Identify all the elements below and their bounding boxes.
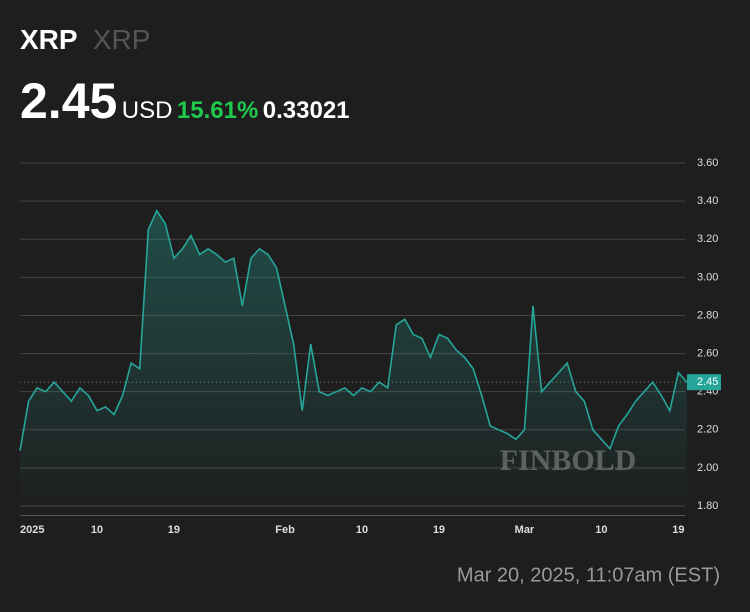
watermark: FINBOLD <box>500 444 637 477</box>
timestamp: Mar 20, 2025, 11:07am (EST) <box>457 564 720 586</box>
y-tick-label: 2.80 <box>697 309 718 321</box>
y-tick-label: 3.60 <box>697 157 718 169</box>
price-row: 2.45 USD 15.61% 0.33021 <box>20 72 350 130</box>
last-price-label: 2.45 <box>697 376 718 388</box>
y-tick-label: 2.00 <box>697 462 718 474</box>
x-tick-label: 10 <box>91 524 103 536</box>
last-price-box <box>687 374 721 391</box>
change: 0.33021 <box>262 97 350 124</box>
y-tick-label: 2.20 <box>697 424 718 436</box>
x-tick-label: 2025 <box>20 524 44 536</box>
name: XRP <box>92 24 151 55</box>
x-tick-label: 10 <box>356 524 368 536</box>
price: 2.45 <box>20 73 118 129</box>
x-tick-label: Feb <box>275 524 295 536</box>
symbol: XRP <box>20 24 78 55</box>
x-tick-label: Mar <box>515 524 535 536</box>
y-tick-label: 3.20 <box>697 233 718 245</box>
area <box>20 210 687 516</box>
x-tick-label: 19 <box>168 524 180 536</box>
x-tick-label: 19 <box>672 524 684 536</box>
y-tick-label: 3.00 <box>697 271 718 283</box>
currency: USD <box>121 97 173 124</box>
x-tick-label: 10 <box>595 524 607 536</box>
y-tick-label: 2.60 <box>697 347 718 359</box>
change-pct: 15.61% <box>176 97 259 124</box>
y-tick-label: 1.80 <box>697 500 718 512</box>
symbol-row: XRP XRP <box>20 24 150 56</box>
line <box>19 209 688 451</box>
x-tick-label: 19 <box>433 524 445 536</box>
y-tick-label: 3.40 <box>697 195 718 207</box>
